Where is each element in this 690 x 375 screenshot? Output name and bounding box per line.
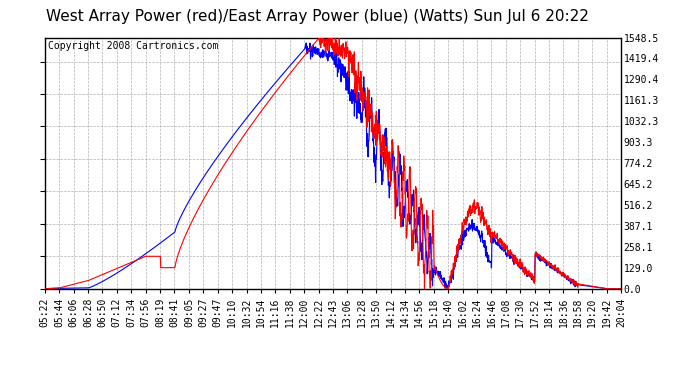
Text: Copyright 2008 Cartronics.com: Copyright 2008 Cartronics.com [48,41,218,51]
Text: West Array Power (red)/East Array Power (blue) (Watts) Sun Jul 6 20:22: West Array Power (red)/East Array Power … [46,9,589,24]
